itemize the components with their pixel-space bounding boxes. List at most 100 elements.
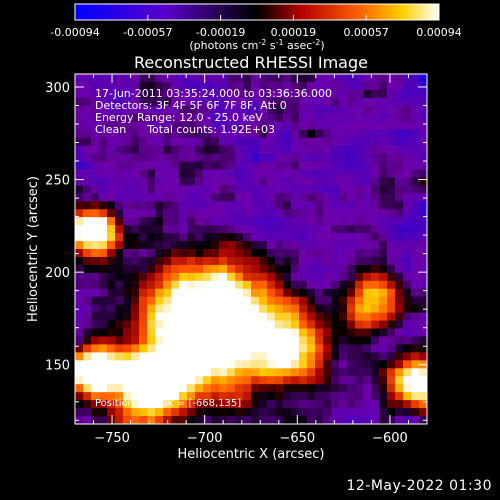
heatmap-cell [299, 280, 308, 290]
heatmap-cell [299, 105, 308, 115]
heatmap-cell [107, 400, 116, 409]
heatmap-cell [75, 193, 84, 202]
heatmap-cell [227, 161, 236, 171]
heatmap-cell [91, 121, 100, 131]
heatmap-cell [155, 384, 164, 393]
heatmap-cell [307, 233, 316, 242]
heatmap-cell [347, 416, 356, 424]
heatmap-cell [275, 137, 284, 147]
heatmap-cell [195, 264, 204, 274]
heatmap-cell [419, 89, 427, 99]
heatmap-cell [91, 360, 100, 369]
heatmap-cell [395, 209, 404, 218]
heatmap-cell [315, 264, 324, 274]
heatmap-cell [83, 113, 92, 123]
heatmap-cell [339, 344, 348, 353]
heatmap-cell [243, 121, 252, 131]
heatmap-cell [267, 193, 276, 202]
heatmap-cell [107, 169, 116, 178]
heatmap-cell [171, 320, 180, 330]
heatmap-cell [155, 249, 164, 258]
heatmap-cell [99, 74, 108, 83]
heatmap-cell [171, 185, 180, 194]
heatmap-cell [219, 344, 228, 353]
heatmap-cell [107, 217, 116, 226]
heatmap-cell [371, 233, 380, 242]
heatmap-cell [123, 193, 132, 202]
heatmap-cell [259, 74, 268, 83]
heatmap-cell [355, 272, 364, 282]
heatmap-cell [411, 400, 420, 409]
heatmap-cell [171, 264, 180, 274]
heatmap-cell [339, 145, 348, 155]
heatmap-cell [99, 209, 108, 218]
heatmap-cell [99, 344, 108, 353]
heatmap-cell [283, 360, 292, 369]
heatmap-cell [307, 312, 316, 322]
heatmap-cell [299, 312, 308, 322]
heatmap-cell [235, 193, 244, 202]
heatmap-cell [291, 328, 300, 338]
heatmap-cell [363, 344, 372, 353]
heatmap-cell [395, 360, 404, 369]
heatmap-cell [307, 416, 316, 424]
heatmap-cell [411, 217, 420, 226]
heatmap-cell [291, 312, 300, 322]
heatmap-cell [75, 408, 84, 417]
heatmap-cell [331, 153, 340, 163]
heatmap-cell [179, 264, 188, 274]
heatmap-cell [139, 161, 148, 171]
heatmap-cell [243, 280, 252, 290]
heatmap-cell [187, 105, 196, 115]
heatmap-cell [91, 105, 100, 115]
heatmap-cell [227, 376, 236, 385]
heatmap-cell [259, 304, 268, 314]
heatmap-cell [211, 153, 220, 163]
heatmap-cell [107, 153, 116, 163]
heatmap-cell [267, 344, 276, 353]
heatmap-cell [419, 368, 427, 377]
heatmap-cell [331, 352, 340, 361]
heatmap-cell [99, 408, 108, 417]
heatmap-cell [115, 201, 124, 210]
heatmap-cell [195, 272, 204, 282]
heatmap-cell [411, 392, 420, 401]
heatmap-cell [347, 161, 356, 171]
heatmap-cell [403, 97, 412, 107]
heatmap-cell [347, 312, 356, 322]
heatmap-cell [99, 105, 108, 115]
heatmap-cell [283, 352, 292, 361]
heatmap-cell [371, 360, 380, 369]
heatmap-cell [323, 264, 332, 274]
heatmap-cell [315, 296, 324, 306]
heatmap-cell [243, 360, 252, 369]
heatmap-cell [315, 129, 324, 139]
heatmap-cell [123, 161, 132, 171]
heatmap-cell [131, 320, 140, 330]
heatmap-cell [291, 113, 300, 123]
heatmap-cell [339, 272, 348, 282]
heatmap-cell [371, 264, 380, 274]
heatmap-cell [219, 256, 228, 266]
heatmap-cell [371, 169, 380, 178]
heatmap-cell [283, 416, 292, 424]
heatmap-cell [139, 400, 148, 409]
heatmap-cell [211, 360, 220, 369]
heatmap-cell [331, 272, 340, 282]
heatmap-cell [283, 177, 292, 186]
heatmap-cell [251, 185, 260, 194]
heatmap-cell [307, 376, 316, 385]
heatmap-cell [403, 225, 412, 234]
heatmap-cell [355, 304, 364, 314]
heatmap-cell [323, 89, 332, 99]
heatmap-cell [283, 105, 292, 115]
heatmap-cell [395, 392, 404, 401]
heatmap-cell [243, 113, 252, 123]
heatmap-cell [75, 288, 84, 298]
heatmap-cell [259, 217, 268, 226]
heatmap-cell [323, 225, 332, 234]
heatmap-cell [355, 408, 364, 417]
heatmap-cell [123, 408, 132, 417]
heatmap-cell [243, 344, 252, 353]
heatmap-cell [299, 328, 308, 338]
